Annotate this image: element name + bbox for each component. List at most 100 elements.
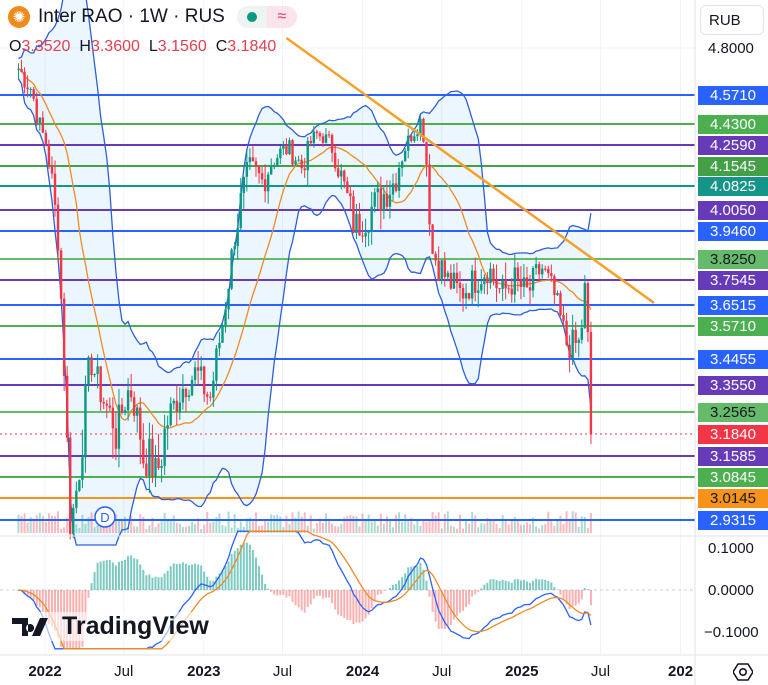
candle-body (394, 183, 398, 191)
macd-histogram-bar (38, 590, 41, 608)
macd-histogram-bar (50, 590, 53, 627)
volume-bar (114, 514, 117, 533)
volume-bar (428, 520, 431, 533)
volume-bar (395, 514, 398, 533)
macd-histogram-bar (300, 590, 303, 611)
volume-bar (331, 523, 334, 533)
candle-body (467, 293, 471, 299)
candle-body (492, 268, 495, 281)
macd-histogram-bar (136, 559, 139, 590)
level-price-label: 4.2590 (698, 136, 768, 155)
volume-bar (184, 526, 187, 533)
macd-histogram-bar (172, 563, 175, 590)
macd-histogram-bar (258, 566, 261, 590)
volume-bar (562, 524, 565, 533)
candle-body (53, 173, 57, 205)
volume-bar (78, 527, 81, 533)
symbol-title[interactable]: Inter RAO · 1W · RUS (38, 6, 225, 27)
macd-histogram-bar (532, 580, 535, 590)
volume-bar (96, 525, 99, 533)
candle-body (355, 213, 358, 233)
macd-histogram-bar (550, 582, 553, 590)
candle-body (489, 268, 492, 284)
volume-bar (458, 514, 461, 533)
volume-bar (297, 511, 300, 533)
volume-bar (535, 526, 538, 533)
candle-body (455, 272, 459, 283)
macd-histogram-bar (139, 564, 142, 590)
macd-histogram-bar (337, 590, 340, 615)
volume-bar (75, 524, 78, 533)
candle-body (474, 270, 477, 293)
macd-histogram-bar (468, 590, 471, 605)
candle-body (169, 403, 172, 426)
macd-histogram-bar (26, 590, 29, 597)
volume-bar (44, 521, 47, 533)
candle-body (69, 437, 72, 534)
candle-body (333, 152, 337, 169)
macd-histogram-bar (47, 590, 50, 624)
macd-histogram-bar (431, 590, 434, 612)
candle-body (20, 68, 23, 72)
macd-histogram-bar (574, 590, 577, 606)
status-pill[interactable]: ≈ (236, 6, 297, 28)
macd-histogram-bar (108, 559, 111, 590)
volume-bar (84, 523, 87, 533)
candle-body (346, 181, 349, 194)
volume-bar (248, 517, 251, 533)
candle-body (309, 140, 312, 144)
candle-body (26, 87, 29, 90)
candle-body (531, 268, 535, 291)
macd-histogram-bar (504, 580, 507, 590)
tradingview-logo[interactable]: TradingView (12, 612, 209, 641)
macd-histogram-bar (218, 573, 221, 590)
macd-histogram-bar (553, 586, 556, 590)
volume-bar (321, 522, 324, 533)
volume-bar (343, 517, 346, 533)
candle-body (132, 397, 136, 416)
volume-bar (251, 521, 254, 533)
macd-histogram-bar (248, 544, 251, 590)
volume-bar (23, 513, 26, 533)
macd-histogram-bar (291, 590, 294, 603)
macd-histogram-bar (452, 590, 455, 620)
volume-bar (388, 519, 391, 533)
volume-bar (376, 525, 379, 533)
macd-histogram-bar (209, 580, 212, 590)
candle-body (196, 367, 200, 371)
settings-icon[interactable] (733, 662, 753, 682)
time-axis-label: 2025 (505, 663, 539, 680)
candle-body (300, 159, 303, 169)
macd-histogram-bar (163, 573, 166, 590)
candle-body (321, 136, 325, 143)
volume-bar (337, 526, 340, 533)
candle-body (382, 194, 386, 211)
currency-select[interactable]: RUB (700, 5, 764, 35)
macd-histogram-bar (465, 590, 468, 608)
candle-body (324, 134, 328, 143)
volume-bar (349, 515, 352, 533)
candle-body (93, 373, 96, 376)
volume-bar (221, 525, 224, 533)
candle-body (477, 290, 480, 293)
candle-body (504, 280, 507, 289)
volume-bar (465, 520, 468, 533)
volume-bar (63, 527, 66, 533)
volume-bar (538, 528, 541, 533)
candle-body (99, 366, 102, 403)
volume-bar (419, 525, 422, 533)
macd-histogram-bar (102, 560, 105, 590)
volume-bar (352, 515, 355, 533)
volume-bar (510, 519, 513, 533)
candle-body (358, 213, 361, 236)
candle-body (559, 293, 562, 316)
volume-bar (437, 512, 440, 533)
volume-bar (373, 518, 376, 533)
volume-bar (325, 513, 328, 533)
candle-body (215, 348, 218, 381)
candle-body (41, 117, 45, 133)
macd-histogram-bar (428, 590, 431, 597)
macd-histogram-bar (501, 579, 504, 590)
macd-histogram-bar (154, 576, 157, 590)
